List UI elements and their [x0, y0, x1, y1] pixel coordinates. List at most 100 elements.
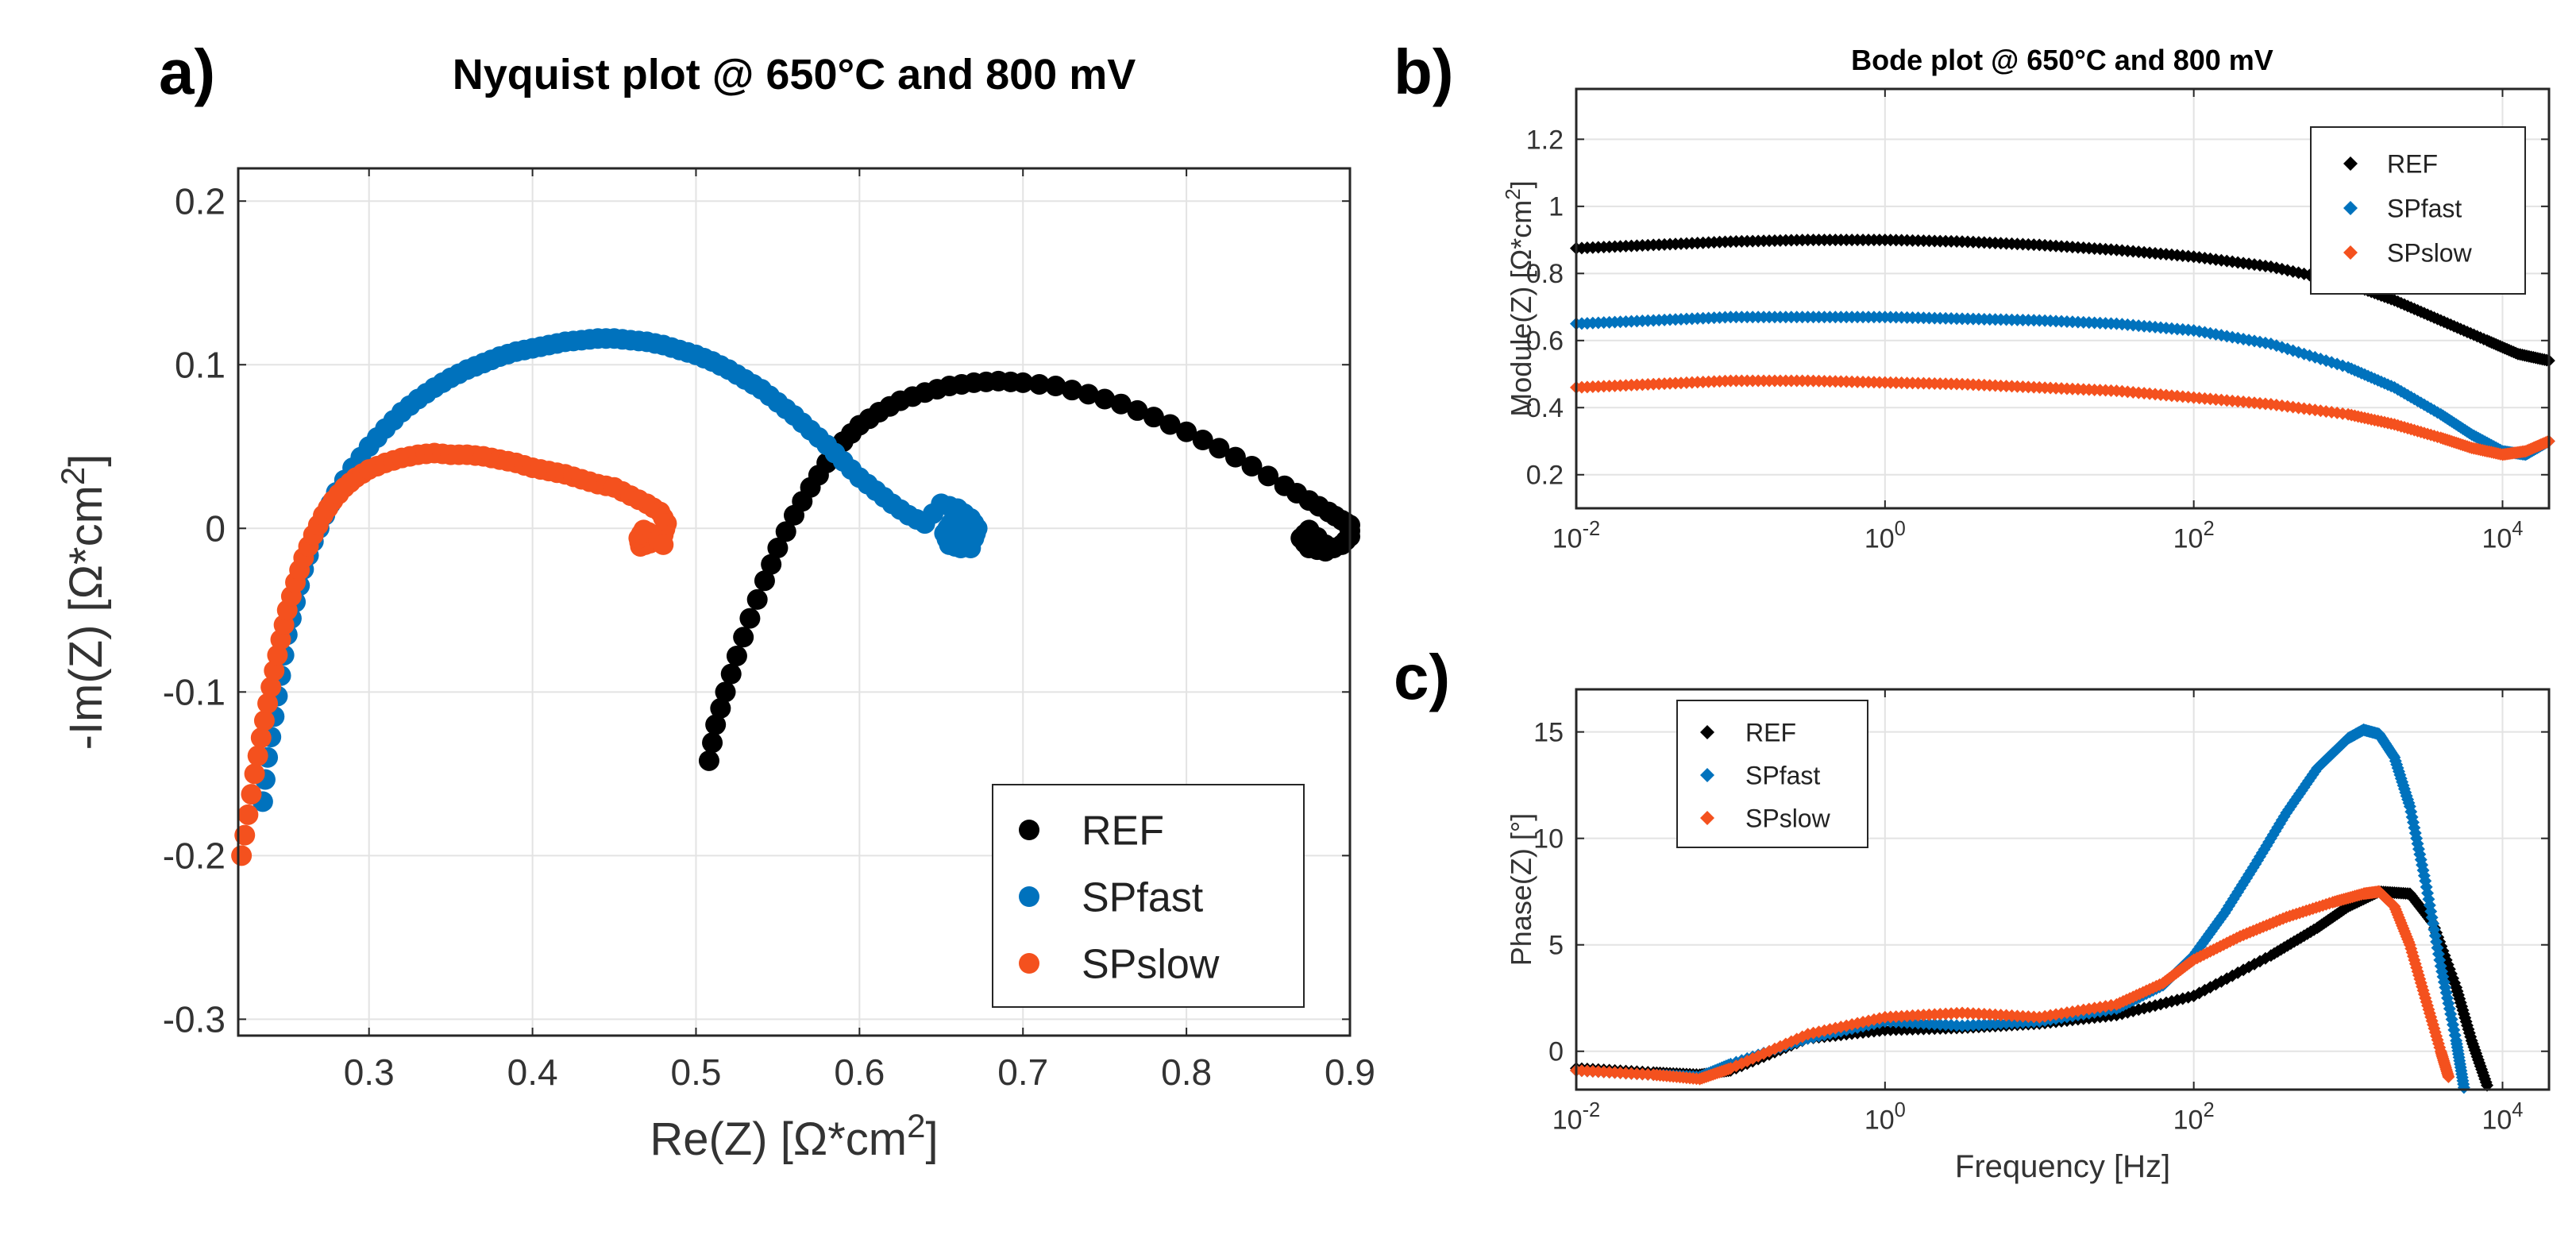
legend-label: SPslow	[1082, 942, 1220, 988]
data-point	[1258, 465, 1279, 487]
y-tick-label: 0.6	[1526, 326, 1564, 357]
data-point	[241, 784, 262, 805]
data-point	[260, 677, 282, 698]
series-SPslow	[1570, 885, 2455, 1086]
x-tick-label: 104	[2482, 518, 2523, 554]
legend-marker	[2343, 156, 2358, 171]
data-point	[1192, 430, 1213, 451]
y-axis-label-end: ]	[1505, 180, 1537, 188]
data-point	[702, 732, 723, 754]
data-point	[739, 608, 761, 629]
tick-base: 10	[2482, 523, 2512, 554]
panel-label: b)	[1394, 37, 1454, 107]
tick-base: 10	[1865, 523, 1895, 554]
y-tick-label: 0	[1548, 1037, 1564, 1067]
legend-marker	[2343, 201, 2358, 215]
y-tick-label: -0.3	[163, 998, 226, 1040]
tick-base: 10	[2482, 1105, 2512, 1135]
y-tick-label: 0.2	[175, 180, 226, 222]
data-point	[1012, 372, 1034, 393]
x-tick-label: 102	[2173, 518, 2215, 554]
data-point	[775, 521, 796, 542]
data-point	[1127, 399, 1148, 421]
x-axis-label: Re(Z) [Ω*cm2]	[650, 1107, 938, 1165]
series-REF	[1570, 233, 2555, 368]
data-point	[1159, 414, 1181, 435]
data-point	[257, 693, 279, 714]
y-tick-label: 1.2	[1526, 125, 1564, 155]
data-point	[1241, 455, 1263, 477]
x-tick-label: 0.4	[507, 1051, 558, 1093]
y-axis-label-sup: 2	[1501, 188, 1525, 199]
data-point	[705, 714, 727, 735]
chart-title: Nyquist plot @ 650°C and 800 mV	[453, 51, 1136, 98]
data-point	[253, 710, 275, 731]
tick-base: 10	[2173, 1105, 2204, 1135]
x-axis-label-text: Frequency [Hz]	[1955, 1149, 2170, 1184]
data-point	[267, 644, 288, 666]
y-tick-label: 0	[205, 507, 226, 549]
data-point	[264, 660, 285, 681]
x-axis-label-sup: 2	[907, 1107, 925, 1144]
tick-base: 10	[1552, 523, 1583, 554]
x-axis-label-end: ]	[925, 1113, 938, 1165]
y-tick-label: 0.1	[175, 344, 226, 385]
x-tick-label: 102	[2173, 1099, 2215, 1135]
tick-exponent: 2	[2203, 1099, 2214, 1121]
data-point	[1110, 393, 1132, 415]
data-point	[1315, 534, 1336, 555]
tick-base: 10	[1865, 1105, 1895, 1135]
data-point	[710, 697, 731, 719]
data-point	[746, 588, 768, 610]
legend-box	[992, 784, 1305, 1008]
data-point	[715, 681, 736, 703]
x-tick-label: 10-2	[1552, 1099, 1601, 1135]
data-point	[726, 645, 747, 666]
y-axis-label-text: -Im(Z) [Ω*cm	[60, 485, 112, 750]
data-point	[234, 824, 256, 846]
x-tick-label: 0.5	[670, 1051, 721, 1093]
x-tick-label: 0.8	[1161, 1051, 1212, 1093]
tick-exponent: -2	[1583, 1099, 1601, 1121]
y-axis-label: Phase(Z) [°]	[1505, 813, 1537, 966]
y-axis-label-text: Phase(Z) [°]	[1505, 813, 1537, 966]
legend-label: REF	[1745, 719, 1796, 747]
data-point	[250, 727, 272, 749]
y-tick-label: -0.1	[163, 671, 226, 712]
y-tick-label: 10	[1533, 824, 1564, 855]
data-point	[237, 804, 259, 825]
data-point	[247, 745, 268, 766]
chart-title: Bode plot @ 650°C and 800 mV	[1851, 44, 2273, 76]
legend-label: SPfast	[2387, 195, 2462, 223]
legend-marker	[1700, 811, 1714, 825]
axes-frame	[237, 167, 1352, 1037]
data-point	[244, 763, 265, 785]
x-axis-label: Frequency [Hz]	[1955, 1149, 2170, 1184]
data-point	[231, 845, 253, 866]
y-tick-label: 1	[1548, 192, 1564, 222]
tick-labels: 0.20.40.60.811.210-2 100 102 104	[1526, 125, 2524, 554]
data-point	[1176, 421, 1197, 442]
y-tick-label: 15	[1533, 718, 1564, 748]
legend-label: SPfast	[1745, 762, 1820, 790]
legend-label: SPslow	[2387, 239, 2473, 268]
x-tick-label: 104	[2482, 1099, 2523, 1135]
x-tick-label: 100	[1865, 1099, 1906, 1135]
x-tick-label: 10-2	[1552, 518, 1601, 554]
legend: REF SPfast SPslow	[2310, 126, 2526, 295]
data-point	[1143, 407, 1164, 428]
data-point	[720, 663, 742, 685]
y-axis-label-end: ]	[60, 454, 112, 467]
legend-marker	[1019, 820, 1039, 840]
x-axis-label-text: Re(Z) [Ω*cm	[650, 1113, 907, 1165]
legend-marker	[1019, 886, 1039, 907]
data-point	[733, 627, 754, 648]
tick-exponent: 2	[2203, 518, 2214, 540]
data-point	[960, 538, 981, 559]
y-axis-label: -Im(Z) [Ω*cm2]	[54, 454, 112, 750]
axes-frame	[1575, 87, 2551, 510]
tick-exponent: 4	[2512, 1099, 2523, 1121]
tick-base: 10	[2173, 523, 2204, 554]
x-tick-label: 0.9	[1325, 1051, 1375, 1093]
